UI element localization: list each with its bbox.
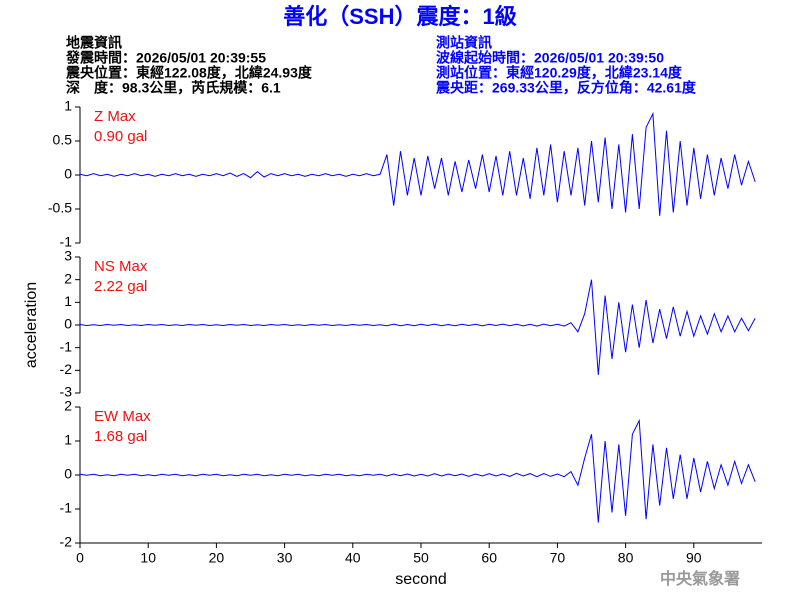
max-label: 0.90 gal (94, 128, 147, 145)
x-tick-label: 90 (686, 550, 702, 566)
y-tick-label: 1 (64, 432, 72, 448)
y-tick-label: -2 (60, 361, 73, 377)
y-tick-label: -1 (60, 338, 73, 354)
y-tick-label: -3 (60, 384, 73, 400)
info-right: 測站位置：東經120.29度，北緯23.14度 (436, 65, 683, 81)
x-tick-label: 40 (345, 550, 361, 566)
x-tick-label: 70 (550, 550, 566, 566)
x-axis-label: second (395, 571, 447, 588)
max-label: EW Max (94, 408, 151, 425)
x-tick-label: 50 (413, 550, 429, 566)
waveform (79, 279, 756, 375)
y-tick-label: -1 (60, 234, 73, 250)
y-tick-label: 2 (64, 270, 72, 286)
footer: 中央氣象署 (660, 569, 740, 588)
info-left: 地震資訊 (66, 35, 122, 51)
y-tick-label: 1 (64, 98, 72, 114)
x-tick-label: 0 (76, 550, 84, 566)
info-left: 深 度：98.3公里，芮氏規模：6.1 (66, 80, 281, 96)
y-axis-label: acceleration (23, 282, 40, 368)
y-tick-label: 3 (64, 248, 72, 264)
y-tick-label: -1 (60, 500, 73, 516)
x-tick-label: 30 (277, 550, 293, 566)
x-tick-label: 80 (618, 550, 634, 566)
y-tick-label: -0.5 (48, 200, 72, 216)
info-right: 測站資訊 (436, 35, 492, 51)
max-label: 1.68 gal (94, 428, 147, 445)
x-tick-label: 20 (209, 550, 225, 566)
y-tick-label: 0 (64, 316, 72, 332)
x-tick-label: 60 (481, 550, 497, 566)
max-label: 2.22 gal (94, 278, 147, 295)
max-label: NS Max (94, 258, 148, 275)
y-tick-label: 0 (64, 166, 72, 182)
y-tick-label: 0 (64, 466, 72, 482)
y-tick-label: 0.5 (53, 132, 73, 148)
x-tick-label: 10 (140, 550, 156, 566)
waveform (79, 418, 756, 523)
info-right: 波線起始時間：2026/05/01 20:39:50 (436, 50, 664, 66)
info-left: 震央位置：東經122.08度，北緯24.93度 (65, 65, 313, 81)
y-tick-label: 1 (64, 293, 72, 309)
info-left: 發震時間：2026/05/01 20:39:55 (65, 50, 266, 66)
y-tick-label: 2 (64, 398, 72, 414)
max-label: Z Max (94, 108, 136, 125)
chart-title: 善化（SSH）震度：1級 (283, 4, 516, 29)
waveform (79, 111, 756, 216)
y-tick-label: -2 (60, 534, 73, 550)
info-right: 震央距：269.33公里，反方位角：42.61度 (435, 80, 697, 96)
